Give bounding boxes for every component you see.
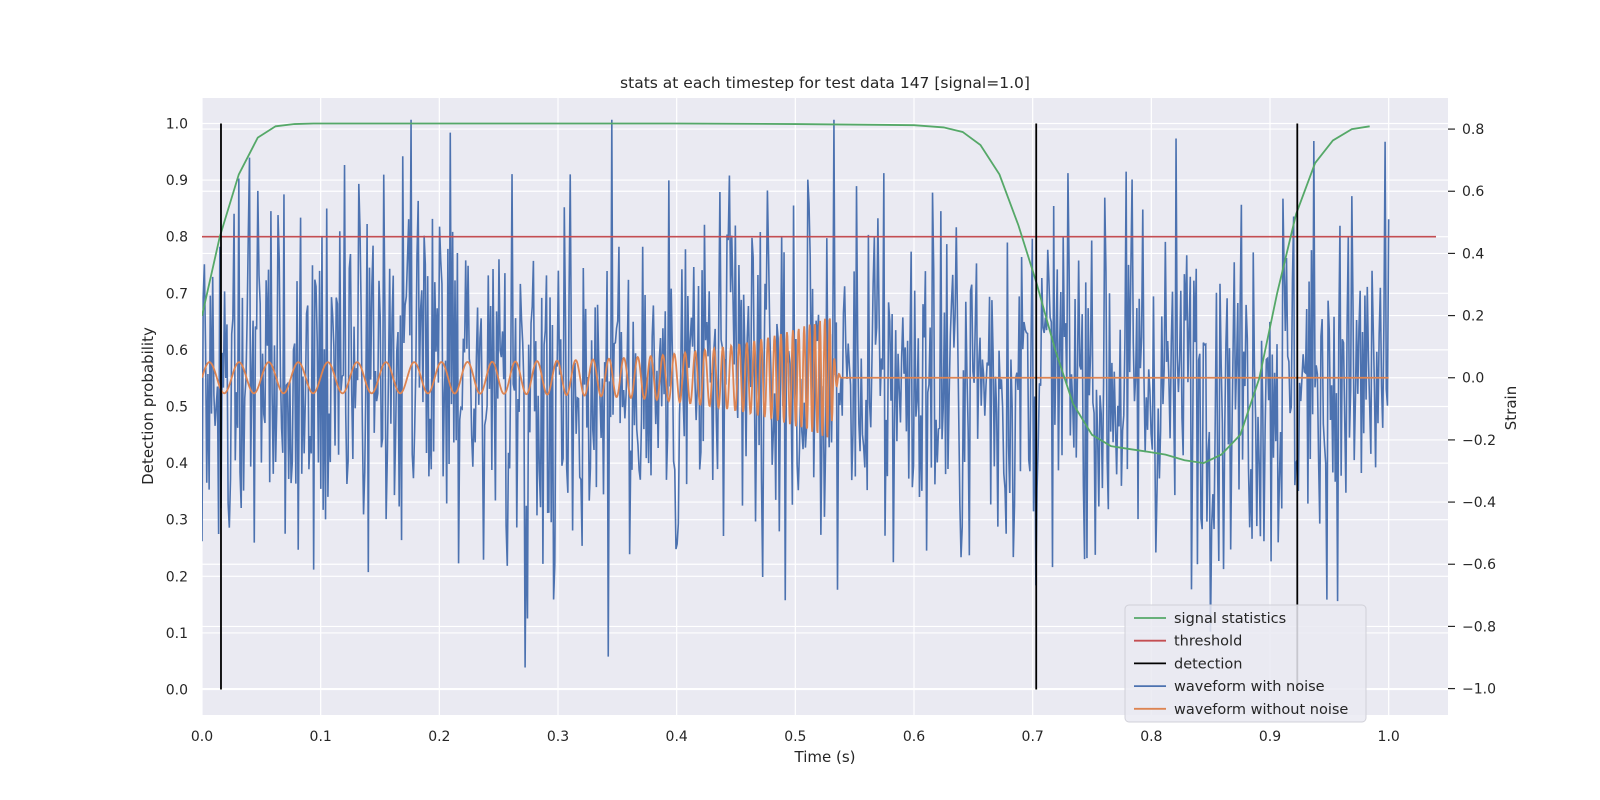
y-tick-label: 0.1 bbox=[166, 626, 188, 642]
y-tick-label: 0.5 bbox=[166, 400, 188, 416]
y-axis-left: 0.0 0.1 0.2 0.3 0.4 0.5 0.6 0.7 0.8 0.9 1.0 bbox=[166, 116, 188, 698]
y-tick-label: 0.6 bbox=[166, 343, 188, 359]
y-tick-label: 0.0 bbox=[166, 683, 188, 699]
x-tick-label: 0.0 bbox=[191, 729, 213, 745]
y2-tick-label: −0.4 bbox=[1462, 495, 1496, 511]
y2-tick-label: −0.8 bbox=[1462, 619, 1496, 635]
y-tick-label: 0.2 bbox=[166, 569, 188, 585]
legend-label: signal statistics bbox=[1174, 611, 1286, 627]
x-axis-label: Time (s) bbox=[794, 748, 856, 766]
y-tick-label: 0.8 bbox=[166, 230, 188, 246]
y2-axis-label: Strain bbox=[1502, 386, 1520, 430]
series-waveform-with-noise bbox=[202, 119, 1390, 668]
legend-label: threshold bbox=[1174, 634, 1242, 650]
y-tick-label: 0.3 bbox=[166, 513, 188, 529]
x-tick-label: 0.7 bbox=[1022, 729, 1044, 745]
series-waveform-without-noise bbox=[202, 318, 1389, 438]
y-tick-label: 0.7 bbox=[166, 286, 188, 302]
y2-tick-label: −0.2 bbox=[1462, 433, 1496, 449]
x-tick-label: 0.2 bbox=[428, 729, 450, 745]
series-signal-statistics bbox=[202, 122, 1370, 465]
y2-tick-label: 0.6 bbox=[1462, 184, 1484, 200]
x-axis: 0.0 0.1 0.2 0.3 0.4 0.5 0.6 0.7 0.8 0.9 1.0 bbox=[191, 729, 1400, 745]
y-axis-label: Detection probability bbox=[139, 327, 157, 485]
y-tick-label: 0.9 bbox=[166, 173, 188, 189]
y2-tick-label: 0.0 bbox=[1462, 371, 1484, 387]
plot-series bbox=[202, 119, 1436, 690]
y2-tick-label: −0.6 bbox=[1462, 557, 1496, 573]
y-tick-label: 0.4 bbox=[166, 456, 188, 472]
x-tick-label: 0.6 bbox=[903, 729, 925, 745]
x-tick-label: 0.4 bbox=[666, 729, 688, 745]
y2-tick-label: 0.8 bbox=[1462, 122, 1484, 138]
x-tick-label: 0.5 bbox=[784, 729, 806, 745]
x-tick-label: 0.3 bbox=[547, 729, 569, 745]
y-tick-label: 1.0 bbox=[166, 116, 188, 132]
legend-label: waveform with noise bbox=[1174, 679, 1325, 695]
y2-tick-label: 0.4 bbox=[1462, 246, 1484, 262]
chart-title: stats at each timestep for test data 147… bbox=[620, 74, 1030, 92]
y2-tick-label: −1.0 bbox=[1462, 682, 1496, 698]
x-tick-label: 0.1 bbox=[310, 729, 332, 745]
legend: signal statistics threshold detection wavef… bbox=[1124, 604, 1367, 723]
y2-tick-label: 0.2 bbox=[1462, 309, 1484, 325]
x-tick-label: 0.9 bbox=[1259, 729, 1281, 745]
legend-box bbox=[1124, 604, 1367, 723]
legend-label: waveform without noise bbox=[1174, 702, 1348, 718]
legend-label: detection bbox=[1174, 656, 1242, 672]
y-axis-right: −1.0 −0.8 −0.6 −0.4 −0.2 0.0 0.2 0.4 0.6 0.8 bbox=[1448, 122, 1496, 698]
x-tick-label: 1.0 bbox=[1378, 729, 1400, 745]
x-tick-label: 0.8 bbox=[1140, 729, 1162, 745]
